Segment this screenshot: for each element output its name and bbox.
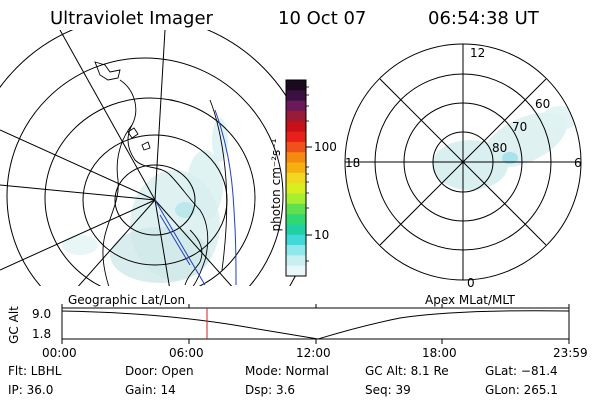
altitude-ytick-1-8: 1.8 xyxy=(32,327,52,341)
altitude-xtick-2359: 23:59 xyxy=(553,346,588,360)
colorbar-band xyxy=(286,265,306,277)
altitude-plot-frame xyxy=(61,307,570,340)
colorbar-unit-label: photon cm⁻²s⁻¹ xyxy=(269,138,283,232)
altitude-xtick-0000: 00:00 xyxy=(42,346,77,360)
right-map-caption: Apex MLat/MLT xyxy=(425,293,515,307)
colorbar-band xyxy=(286,110,306,122)
date-label: 10 Oct 07 xyxy=(278,8,367,29)
colorbar-band xyxy=(286,80,306,91)
time-label: 06:54:38 UT xyxy=(428,8,539,29)
colorbar-band xyxy=(286,193,306,205)
mlt-diagonal-2 xyxy=(379,78,547,246)
gc-alt-info: GC Alt: 8.1 Re xyxy=(365,364,449,378)
colorbar-band xyxy=(286,245,306,256)
colorbar-band xyxy=(286,162,306,174)
altitude-ytick-9: 9.0 xyxy=(32,307,52,321)
meridians xyxy=(0,30,233,286)
mode-info: Mode: Normal xyxy=(245,364,329,378)
colorbar-label-10: 10 xyxy=(314,228,330,242)
geographic-map xyxy=(0,30,300,286)
altitude-xtick-1200: 12:00 xyxy=(296,346,331,360)
colorbar-band xyxy=(286,131,306,143)
altitude-xtick-0600: 06:00 xyxy=(169,346,204,360)
mlt-label-18: 18 xyxy=(345,156,361,170)
lat-circle-1 xyxy=(114,164,196,236)
lat-circle-3 xyxy=(44,97,256,286)
mlat-label-60: 60 xyxy=(535,97,551,111)
colorbar-band xyxy=(286,90,306,102)
satellite-ground-track xyxy=(154,109,237,286)
dsp-info: Dsp: 3.6 xyxy=(245,383,296,397)
mlt-label-12: 12 xyxy=(470,46,486,60)
polar-map xyxy=(344,43,582,281)
gain-info: Gain: 14 xyxy=(125,383,176,397)
mlt-label-6: 6 xyxy=(574,156,582,170)
mlat-label-80: 80 xyxy=(492,141,508,155)
door-info: Door: Open xyxy=(125,364,194,378)
colorbar-band xyxy=(286,100,306,112)
altitude-curve xyxy=(61,310,570,340)
colorbar-band xyxy=(286,224,306,236)
lat-circle-4 xyxy=(6,57,284,286)
colorbar-label-100: 100 xyxy=(314,140,337,154)
colorbar-band xyxy=(286,255,306,267)
colorbar-band xyxy=(286,203,306,215)
altitude-plot xyxy=(61,304,570,344)
instrument-title: Ultraviolet Imager xyxy=(50,8,213,29)
colorbar-band xyxy=(286,152,306,164)
left-map-caption: Geographic Lat/Lon xyxy=(68,293,186,307)
colorbar-frame xyxy=(285,79,307,277)
altitude-ylabel: GC Alt xyxy=(7,306,21,344)
altitude-x-ticks xyxy=(61,304,570,344)
mlat-label-70: 70 xyxy=(512,120,528,134)
colorbar-band xyxy=(286,183,306,194)
colorbar-band xyxy=(286,141,306,153)
coastlines xyxy=(94,61,228,286)
colorbar xyxy=(286,80,306,277)
colorbar-band xyxy=(286,214,306,225)
mlt-label-0: 0 xyxy=(467,276,475,290)
ip-info: IP: 36.0 xyxy=(8,383,54,397)
aurora-emission-left xyxy=(62,118,228,283)
colorbar-band xyxy=(286,121,306,133)
glon-info: GLon: 265.1 xyxy=(485,383,558,397)
seq-info: Seq: 39 xyxy=(365,383,411,397)
altitude-xtick-1800: 18:00 xyxy=(422,346,457,360)
colorbar-band xyxy=(286,234,306,246)
filter-info: Flt: LBHL xyxy=(8,364,62,378)
colorbar-band xyxy=(286,172,306,184)
colorbar-minor-ticks xyxy=(306,86,309,262)
glat-info: GLat: −81.4 xyxy=(485,364,558,378)
